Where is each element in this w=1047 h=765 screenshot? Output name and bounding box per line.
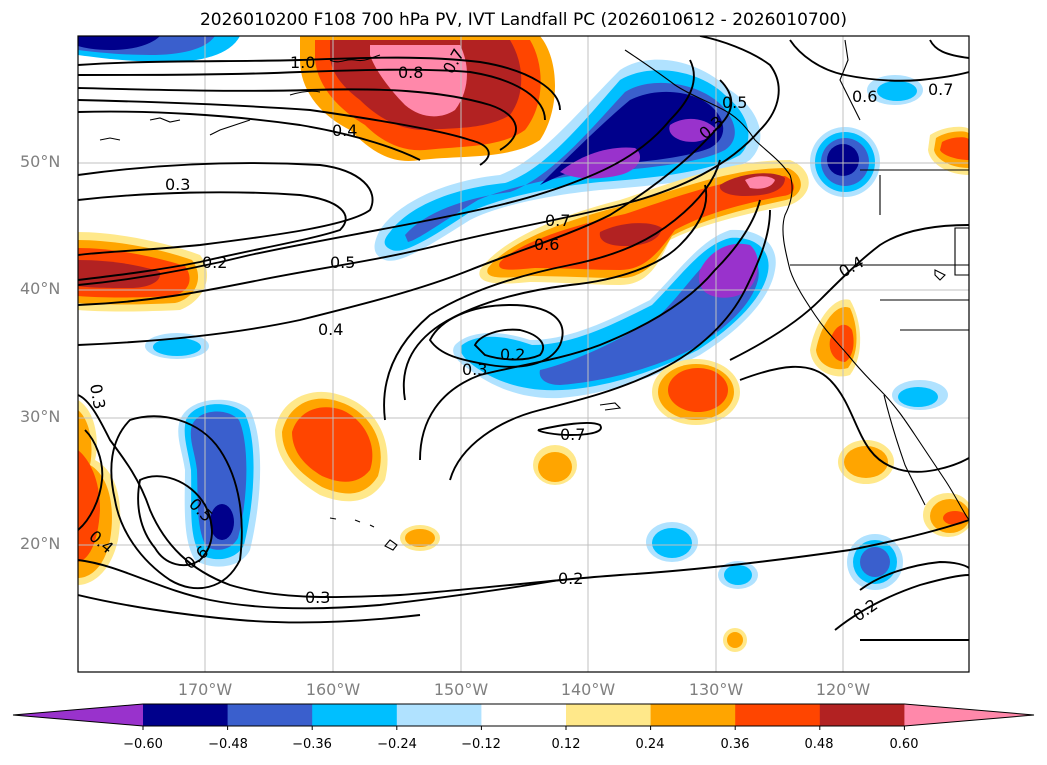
colorbar-swatch — [819, 704, 905, 726]
coastlines — [99, 39, 969, 551]
lon-label: 130°W — [688, 680, 744, 699]
anomaly-positive-band-middle — [479, 160, 809, 285]
contour-label: 0.8 — [398, 63, 423, 82]
colorbar-swatch — [481, 704, 567, 726]
contour-label: 1.0 — [290, 53, 315, 72]
contour-label: 0.2 — [558, 569, 583, 588]
contour-label: 0.3 — [165, 175, 190, 194]
map-border — [77, 35, 970, 673]
colorbar-tick: −0.36 — [292, 737, 332, 752]
anomaly-positive-subtropical — [652, 359, 740, 425]
colorbar-swatch — [143, 704, 229, 726]
colorbar-tick: −0.24 — [377, 737, 417, 752]
colorbar-swatch — [650, 704, 736, 726]
lon-label: 120°W — [815, 680, 871, 699]
contour-label: 0.7 — [560, 425, 585, 444]
anomaly-positive-small — [400, 440, 969, 652]
colorbar-tick: −0.60 — [123, 737, 163, 752]
lon-label: 140°W — [560, 680, 616, 699]
anomaly-negative-bc — [810, 127, 880, 197]
anomaly-positive-left — [78, 232, 208, 312]
colorbar-extend-high — [904, 704, 1034, 726]
contour-label: 0.3 — [86, 382, 109, 410]
colorbar — [12, 703, 1035, 730]
lon-label: 170°W — [177, 680, 233, 699]
colorbar-swatch — [312, 704, 398, 726]
anomaly-negative-baja — [892, 380, 948, 410]
anomaly-positive-alaska — [300, 36, 555, 161]
colorbar-swatch — [566, 704, 652, 726]
colorbar-swatch — [396, 704, 482, 726]
anomaly-positive-hawaii-north — [275, 391, 388, 502]
anomaly-negative-band-north — [374, 59, 761, 261]
contour-label: 0.7 — [928, 80, 953, 99]
contour-label: 0.4 — [332, 121, 357, 140]
contour-label: 0.3 — [462, 360, 487, 379]
anomaly-negative-band-central — [453, 229, 776, 399]
contour-label: 0.6 — [852, 87, 877, 106]
colorbar-tick: −0.48 — [208, 737, 248, 752]
colorbar-tick: 0.24 — [635, 737, 665, 752]
contour-label: 0.6 — [534, 235, 559, 254]
contour-label: 0.5 — [722, 93, 747, 112]
lat-label: 20°N — [20, 534, 61, 553]
map-title: 2026010200 F108 700 hPa PV, IVT Landfall… — [199, 10, 847, 30]
colorbar-tick: −0.12 — [461, 737, 501, 752]
colorbar-swatch — [227, 704, 313, 726]
lon-label: 150°W — [433, 680, 489, 699]
contour-label: 0.4 — [318, 320, 343, 339]
colorbar-extend-low — [13, 704, 143, 726]
graticule — [78, 36, 969, 672]
lat-label: 50°N — [20, 152, 61, 171]
anomaly-negative-topleft — [78, 36, 240, 62]
anomaly-negative-dateline — [178, 399, 261, 567]
anomaly-negative-small — [145, 333, 903, 590]
lat-label: 30°N — [20, 407, 61, 426]
colorbar-tick: 0.36 — [720, 737, 750, 752]
contour-label: 0.7 — [545, 211, 570, 230]
lat-label: 40°N — [20, 279, 61, 298]
colorbar-swatch — [735, 704, 821, 726]
colorbar-tick: 0.12 — [551, 737, 581, 752]
contour-label: 0.5 — [330, 253, 355, 272]
contour-label: 0.3 — [305, 588, 330, 607]
pv-shading — [78, 36, 969, 652]
colorbar-tick: 0.48 — [804, 737, 834, 752]
lon-label: 160°W — [305, 680, 361, 699]
contour-label: 0.2 — [202, 253, 227, 272]
colorbar-tick: 0.60 — [889, 737, 919, 752]
anomaly-negative-small-ne — [867, 75, 923, 105]
contour-label: 0.2 — [500, 345, 525, 364]
pv-contours — [78, 36, 969, 641]
